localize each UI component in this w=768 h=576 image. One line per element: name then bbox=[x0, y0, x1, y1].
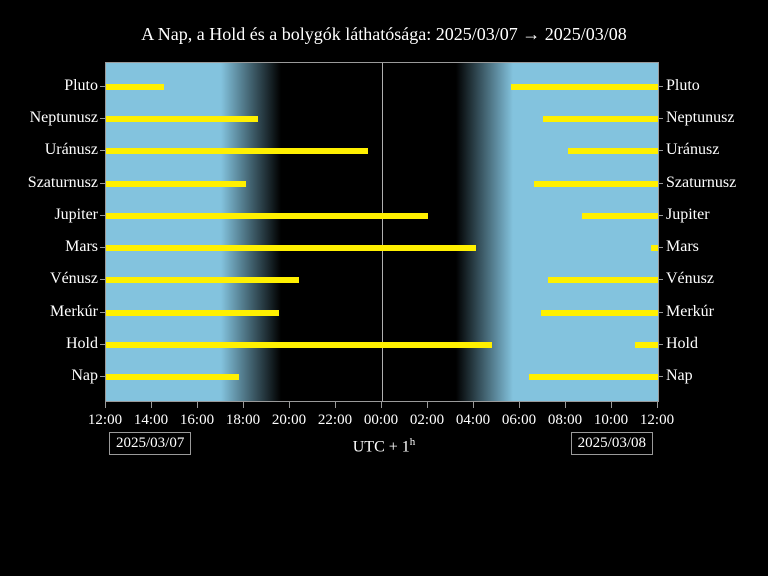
twilight-gradient bbox=[221, 63, 281, 401]
body-label-left: Vénusz bbox=[50, 270, 98, 288]
body-label-left: Szaturnusz bbox=[28, 174, 98, 192]
chart-container: A Nap, a Hold és a bolygók láthatósága: … bbox=[0, 0, 768, 576]
y-tick bbox=[100, 312, 105, 313]
body-label-right: Neptunusz bbox=[666, 109, 734, 127]
visibility-bar bbox=[106, 245, 476, 251]
x-tick bbox=[151, 402, 152, 408]
body-label-left: Nap bbox=[71, 367, 98, 385]
x-tick-label: 08:00 bbox=[548, 412, 582, 429]
x-tick-label: 12:00 bbox=[88, 412, 122, 429]
body-label-left: Merkúr bbox=[50, 303, 98, 321]
visibility-bar bbox=[106, 374, 239, 380]
body-label-left: Uránusz bbox=[45, 141, 98, 159]
visibility-bar bbox=[548, 277, 658, 283]
visibility-bar bbox=[534, 181, 658, 187]
body-label-left: Hold bbox=[66, 335, 98, 353]
visibility-bar bbox=[529, 374, 658, 380]
y-tick bbox=[658, 118, 663, 119]
x-tick bbox=[105, 402, 106, 408]
y-tick bbox=[658, 279, 663, 280]
visibility-bar bbox=[568, 148, 658, 154]
body-label-left: Neptunusz bbox=[30, 109, 98, 127]
body-label-right: Uránusz bbox=[666, 141, 719, 159]
visibility-bar bbox=[106, 342, 492, 348]
y-tick bbox=[658, 86, 663, 87]
y-tick bbox=[658, 247, 663, 248]
y-tick bbox=[100, 118, 105, 119]
y-tick bbox=[100, 215, 105, 216]
x-tick bbox=[427, 402, 428, 408]
x-tick-label: 00:00 bbox=[364, 412, 398, 429]
plot-area bbox=[105, 62, 659, 402]
y-tick bbox=[100, 150, 105, 151]
x-tick-label: 16:00 bbox=[180, 412, 214, 429]
x-tick-label: 10:00 bbox=[594, 412, 628, 429]
visibility-bar bbox=[106, 181, 246, 187]
visibility-bar bbox=[582, 213, 658, 219]
midnight-line bbox=[382, 63, 383, 401]
y-tick bbox=[658, 150, 663, 151]
x-tick bbox=[519, 402, 520, 408]
y-tick bbox=[100, 344, 105, 345]
visibility-bar bbox=[106, 148, 368, 154]
x-tick bbox=[473, 402, 474, 408]
visibility-bar bbox=[106, 277, 299, 283]
y-tick bbox=[658, 376, 663, 377]
x-tick-label: 06:00 bbox=[502, 412, 536, 429]
body-label-right: Hold bbox=[666, 335, 698, 353]
body-label-right: Jupiter bbox=[666, 206, 710, 224]
x-tick bbox=[381, 402, 382, 408]
body-label-left: Mars bbox=[65, 238, 98, 256]
y-tick bbox=[100, 183, 105, 184]
chart-title: A Nap, a Hold és a bolygók láthatósága: … bbox=[0, 24, 768, 45]
y-tick bbox=[100, 86, 105, 87]
x-tick-label: 22:00 bbox=[318, 412, 352, 429]
visibility-bar bbox=[543, 116, 658, 122]
body-label-right: Merkúr bbox=[666, 303, 714, 321]
body-label-right: Vénusz bbox=[666, 270, 714, 288]
visibility-bar bbox=[106, 84, 164, 90]
y-tick bbox=[658, 312, 663, 313]
x-tick-label: 12:00 bbox=[640, 412, 674, 429]
date-box-right: 2025/03/08 bbox=[571, 432, 653, 455]
visibility-bar bbox=[635, 342, 658, 348]
visibility-bar bbox=[106, 116, 258, 122]
visibility-bar bbox=[541, 310, 658, 316]
visibility-bar bbox=[511, 84, 658, 90]
y-tick bbox=[100, 247, 105, 248]
x-tick-label: 18:00 bbox=[226, 412, 260, 429]
y-tick bbox=[658, 344, 663, 345]
body-label-right: Pluto bbox=[666, 77, 700, 95]
body-label-left: Jupiter bbox=[54, 206, 98, 224]
x-tick-label: 04:00 bbox=[456, 412, 490, 429]
visibility-bar bbox=[651, 245, 658, 251]
visibility-bar bbox=[106, 213, 428, 219]
body-label-right: Nap bbox=[666, 367, 693, 385]
x-tick-label: 02:00 bbox=[410, 412, 444, 429]
body-label-left: Pluto bbox=[64, 77, 98, 95]
y-tick bbox=[100, 279, 105, 280]
visibility-bar bbox=[106, 310, 279, 316]
body-label-right: Mars bbox=[666, 238, 699, 256]
x-tick bbox=[289, 402, 290, 408]
x-tick-label: 20:00 bbox=[272, 412, 306, 429]
x-tick bbox=[565, 402, 566, 408]
body-label-right: Szaturnusz bbox=[666, 174, 736, 192]
daylight-span bbox=[106, 63, 221, 401]
x-tick-label: 14:00 bbox=[134, 412, 168, 429]
x-tick bbox=[335, 402, 336, 408]
date-box-left: 2025/03/07 bbox=[109, 432, 191, 455]
x-tick bbox=[243, 402, 244, 408]
daylight-span bbox=[513, 63, 658, 401]
y-tick bbox=[658, 215, 663, 216]
y-tick bbox=[100, 376, 105, 377]
x-tick bbox=[657, 402, 658, 408]
twilight-gradient bbox=[456, 63, 514, 401]
x-tick bbox=[611, 402, 612, 408]
x-tick bbox=[197, 402, 198, 408]
y-tick bbox=[658, 183, 663, 184]
